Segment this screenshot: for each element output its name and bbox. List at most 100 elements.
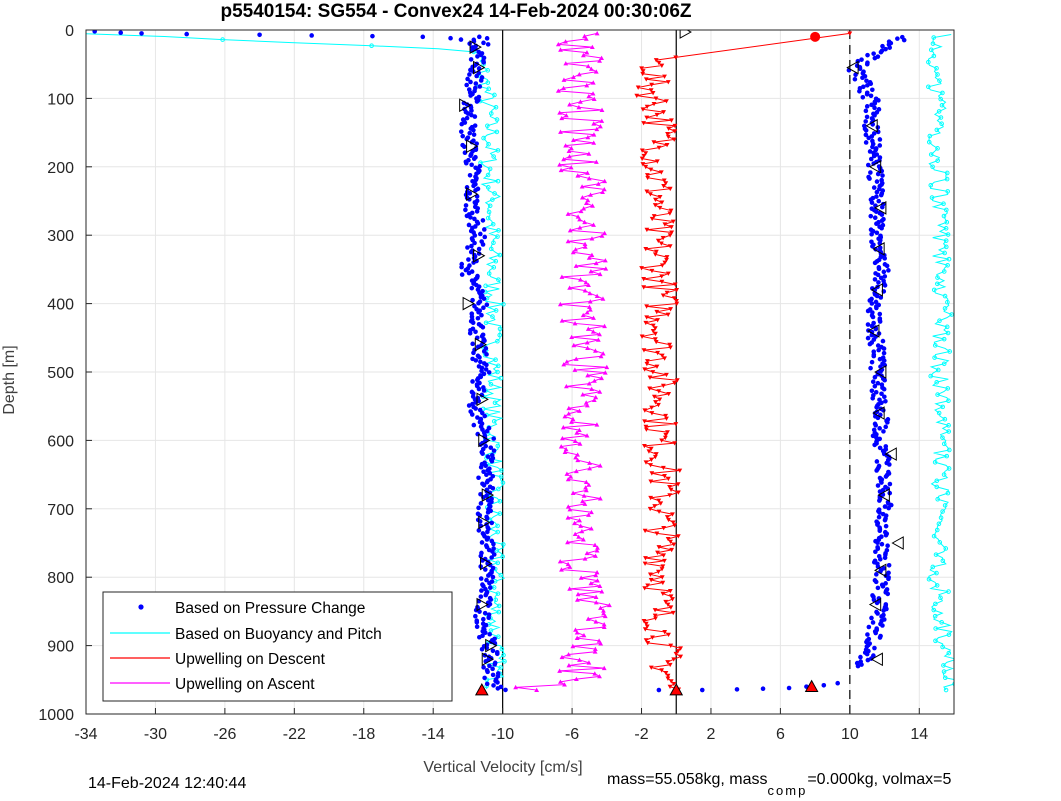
x-tick-label: -10	[491, 726, 514, 743]
ascent-point	[559, 318, 565, 323]
pressure-point	[478, 553, 484, 559]
pressure-point	[465, 245, 470, 250]
ascent-point	[589, 44, 595, 50]
buoyancy-pitch-point	[491, 240, 496, 246]
pressure-point	[491, 552, 497, 557]
ascent-point	[594, 422, 600, 427]
buoyancy-pitch-point	[497, 498, 503, 504]
ascent-point	[577, 518, 583, 523]
buoyancy-pitch-point	[940, 90, 945, 96]
ascent-point	[597, 58, 603, 63]
descent-point	[670, 520, 676, 525]
descent-point	[657, 205, 663, 211]
ascent-point	[599, 589, 605, 594]
descent-point	[658, 170, 664, 175]
pressure-point	[466, 403, 472, 408]
ascent-point	[573, 356, 579, 361]
pressure-point	[467, 330, 473, 336]
ascent-point	[589, 386, 595, 392]
buoyancy-pitch-point	[944, 207, 949, 213]
pressure-point	[863, 140, 869, 145]
pressure-point	[877, 210, 883, 216]
pressure-point	[492, 662, 498, 667]
ascent-point	[584, 50, 590, 55]
descent-point	[644, 624, 650, 629]
pressure-point	[485, 669, 490, 675]
pressure-point	[872, 645, 877, 651]
pressure-point	[876, 596, 882, 601]
ascent-point	[602, 178, 608, 184]
descent-point	[662, 74, 667, 79]
pressure-point	[481, 40, 486, 46]
pressure-point	[869, 239, 874, 245]
descent-point	[658, 501, 664, 506]
pressure-point	[488, 597, 494, 602]
ascent-point	[575, 452, 581, 457]
y-tick-label: 100	[47, 91, 74, 108]
ascent-point	[586, 660, 592, 665]
ascent-point	[566, 411, 572, 416]
pressure-point	[881, 216, 886, 222]
ascent-point	[569, 145, 574, 151]
pressure-point	[878, 295, 884, 300]
buoyancy-pitch-point	[936, 410, 942, 416]
ascent-point	[601, 186, 607, 192]
highlight-point	[669, 683, 684, 696]
ascent-point	[571, 74, 576, 80]
pressure-point	[482, 675, 487, 681]
descent-point	[674, 288, 680, 293]
pressure-point	[879, 582, 885, 588]
descent-point	[668, 594, 674, 599]
pressure-point	[881, 429, 886, 434]
pressure-point	[870, 87, 875, 93]
buoyancy-pitch-point	[941, 472, 947, 477]
buoyancy-pitch-point	[495, 523, 500, 529]
pressure-point	[471, 156, 477, 162]
descent-point	[649, 471, 655, 476]
pressure-bottom-points	[656, 680, 840, 693]
pressure-point	[861, 123, 867, 129]
direction-marker	[478, 515, 491, 530]
pressure-point	[875, 483, 881, 488]
pressure-point	[470, 341, 475, 347]
pressure-point	[861, 84, 866, 90]
descent-point	[648, 463, 654, 468]
descent-point	[665, 430, 670, 435]
ascent-point	[561, 362, 567, 367]
descent-point	[675, 649, 681, 654]
buoyancy-pitch-point	[935, 275, 940, 280]
ascent-point	[567, 285, 573, 290]
ascent-point	[566, 148, 572, 153]
ascent-point	[583, 279, 589, 285]
ascent-point	[602, 258, 608, 263]
descent-point	[653, 331, 658, 337]
pressure-point	[485, 42, 491, 47]
pressure-point	[884, 547, 890, 553]
buoyancy-pitch-point	[931, 287, 937, 293]
ascent-point	[565, 211, 571, 216]
x-tick-label: 6	[776, 726, 785, 743]
buoyancy-pitch-point	[933, 626, 938, 631]
legend-label-descent: Upwelling on Descent	[175, 651, 326, 668]
pressure-point	[459, 121, 465, 127]
pressure-point	[877, 397, 882, 403]
buoyancy-pitch-point	[945, 189, 950, 194]
pressure-point	[473, 406, 478, 411]
pressure-point	[464, 185, 470, 190]
ascent-point	[595, 545, 600, 550]
legend-label-ascent: Upwelling on Ascent	[175, 676, 315, 693]
ascent-point	[598, 641, 604, 646]
buoyancy-pitch-point	[945, 330, 951, 336]
buoyancy-pitch-point	[946, 589, 951, 594]
pressure-point	[92, 30, 97, 34]
buoyancy-pitch-point	[930, 164, 935, 170]
ascent-point	[563, 446, 569, 452]
pressure-point	[876, 463, 882, 469]
pressure-point	[869, 359, 875, 365]
buoyancy-pitch-point	[928, 373, 933, 379]
buoyancy-pitch-point	[492, 191, 497, 196]
descent-point	[671, 137, 677, 142]
ascent-point	[574, 676, 579, 682]
descent-point	[671, 542, 677, 547]
pressure-point	[473, 329, 478, 335]
